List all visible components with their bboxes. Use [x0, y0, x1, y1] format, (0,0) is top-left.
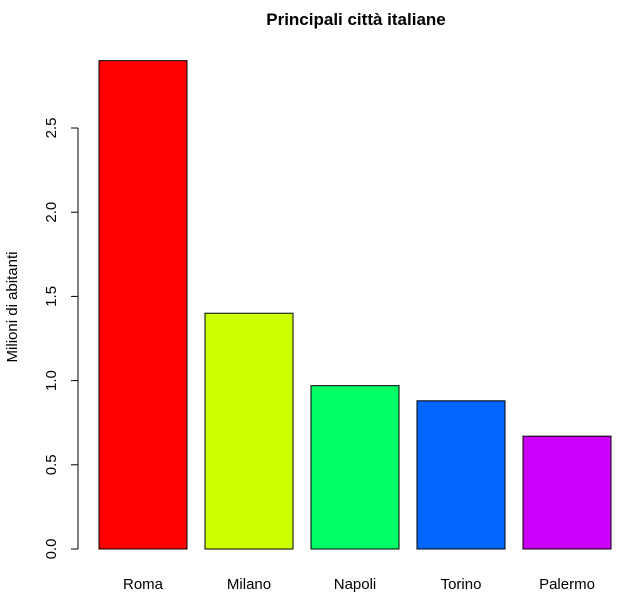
- category-label-torino: Torino: [441, 576, 482, 593]
- category-label-palermo: Palermo: [539, 576, 595, 593]
- category-label-napoli: Napoli: [334, 576, 377, 593]
- bar-napoli: [310, 385, 400, 550]
- bars-group: [98, 60, 612, 550]
- y-axis-label: Milioni di abitanti: [4, 252, 21, 363]
- y-tick-label: 2.0: [43, 202, 60, 223]
- chart-title: Principali città italiane: [266, 10, 446, 29]
- category-label-milano: Milano: [227, 576, 271, 593]
- category-labels: Roma Milano Napoli Torino Palermo: [123, 576, 595, 593]
- category-label-roma: Roma: [123, 576, 164, 593]
- y-tick-label: 1.0: [43, 370, 60, 391]
- y-axis: 0.0 0.5 1.0 1.5 2.0 2.5: [43, 118, 79, 560]
- bar-milano: [204, 312, 294, 550]
- y-tick-label: 0.0: [43, 539, 60, 560]
- y-tick-label: 2.5: [43, 118, 60, 139]
- y-tick-label: 0.5: [43, 454, 60, 475]
- bar-roma: [98, 60, 188, 550]
- y-tick-label: 1.5: [43, 286, 60, 307]
- bar-palermo: [522, 435, 612, 550]
- bar-torino: [416, 400, 506, 550]
